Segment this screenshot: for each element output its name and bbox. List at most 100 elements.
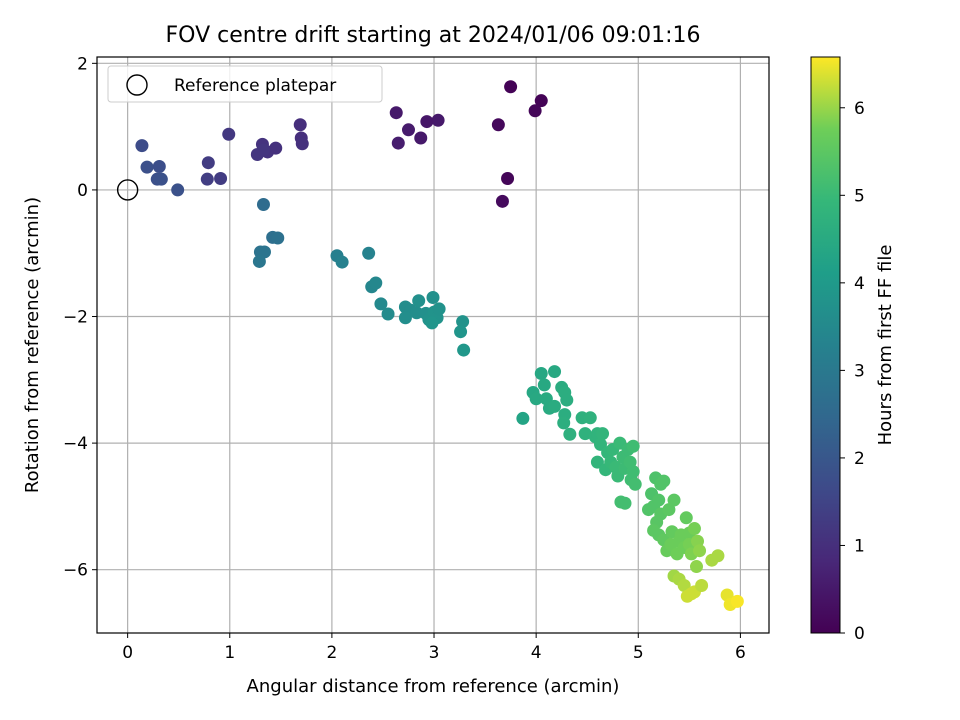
scatter-point [528, 104, 542, 118]
scatter-point [563, 427, 577, 441]
scatter-point [504, 80, 518, 94]
scatter-point [222, 127, 236, 141]
scatter-point [381, 307, 395, 321]
colorbar-tick-label: 6 [854, 99, 865, 119]
scatter-point [689, 560, 703, 574]
colorbar-tick-label: 0 [854, 624, 865, 644]
colorbar: 0 1 2 3 4 5 6 Hours from first FF file [810, 56, 896, 644]
scatter-point [140, 160, 154, 174]
scatter-point [454, 325, 468, 339]
colorbar-label: Hours from first FF file [875, 245, 896, 446]
colorbar-tick-label: 2 [854, 449, 865, 469]
colorbar-gradient [810, 56, 841, 634]
scatter-point [154, 172, 168, 186]
scatter-point [214, 172, 228, 186]
scatter-point [596, 427, 610, 441]
scatter-point [335, 255, 349, 269]
y-axis-ticks: 2 0 −2 −4 −6 [63, 54, 97, 581]
y-tick-label: 2 [77, 54, 88, 74]
scatter-point [374, 297, 388, 311]
x-axis-ticks: 0 1 2 3 4 5 6 [122, 633, 746, 663]
scatter-point [516, 411, 530, 425]
y-tick-label: −4 [63, 434, 88, 454]
scatter-point [425, 316, 439, 330]
scatter-point [529, 392, 543, 406]
scatter-point [256, 143, 270, 157]
scatter-point [257, 245, 271, 259]
scatter-point [362, 246, 376, 260]
scatter-point [295, 137, 309, 151]
colorbar-tick-label: 5 [854, 186, 865, 206]
scatter-point [414, 131, 428, 145]
scatter-point [269, 141, 283, 155]
colorbar-tick-label: 4 [854, 274, 865, 294]
scatter-point [369, 276, 383, 290]
scatter-point [426, 291, 440, 305]
x-tick-label: 3 [429, 643, 440, 663]
x-tick-label: 6 [735, 643, 746, 663]
scatter-point [495, 194, 509, 208]
scatter-point [548, 399, 562, 413]
scatter-point [456, 315, 470, 329]
y-tick-label: 0 [77, 181, 88, 201]
scatter-point [537, 378, 551, 392]
scatter-point [293, 118, 307, 132]
scatter-point [695, 579, 709, 593]
colorbar-tick-label: 3 [854, 361, 865, 381]
scatter-point [200, 172, 214, 186]
scatter-point [401, 123, 415, 137]
legend-label: Reference platepar [174, 76, 336, 96]
scatter-point [256, 197, 270, 211]
scatter-point [457, 343, 471, 357]
scatter-point [693, 544, 707, 558]
scatter-point [679, 511, 693, 525]
chart-title: FOV centre drift starting at 2024/01/06 … [166, 23, 701, 48]
scatter-point [501, 172, 515, 186]
scatter-point [271, 231, 285, 245]
scatter-point [398, 311, 412, 325]
scatter-point [391, 136, 405, 150]
scatter-point [652, 493, 666, 507]
scatter-point [389, 106, 403, 120]
scatter-point [628, 477, 642, 491]
y-tick-label: −6 [63, 561, 88, 581]
x-tick-label: 4 [531, 643, 542, 663]
scatter-point [557, 416, 571, 430]
legend-marker-icon [126, 74, 148, 96]
scatter-point [626, 439, 640, 453]
legend: Reference platepar [107, 65, 383, 103]
legend-box [107, 65, 383, 103]
scatter-point [730, 594, 744, 608]
plot-frame [96, 56, 770, 634]
scatter-point [548, 365, 562, 379]
scatter-point [420, 115, 434, 129]
scatter-point [667, 493, 681, 507]
scatter-point [431, 113, 445, 127]
y-tick-label: −2 [63, 308, 88, 328]
reference-point [116, 179, 139, 201]
scatter-point [412, 294, 426, 308]
x-axis-label: Angular distance from reference (arcmin) [247, 676, 620, 697]
x-tick-label: 5 [633, 643, 644, 663]
scatter-point [152, 160, 166, 174]
colorbar-ticks: 0 1 2 3 4 5 6 [840, 99, 865, 644]
scatter-point [578, 427, 592, 441]
scatter-point [201, 156, 215, 170]
scatter-point [618, 496, 632, 510]
scatter-point [432, 302, 446, 316]
x-tick-label: 0 [122, 643, 133, 663]
scatter-point [590, 455, 604, 469]
scatter-point [560, 393, 574, 407]
scatter-point [252, 254, 266, 268]
scatter-point [534, 366, 548, 380]
scatter-point [171, 183, 185, 197]
x-tick-label: 2 [326, 643, 337, 663]
scatter-point [135, 139, 149, 153]
scatter-point [583, 411, 597, 425]
scatter-point [657, 474, 671, 488]
scatter-points [116, 80, 744, 612]
scatter-point [491, 118, 505, 132]
scatter-point [711, 549, 725, 563]
